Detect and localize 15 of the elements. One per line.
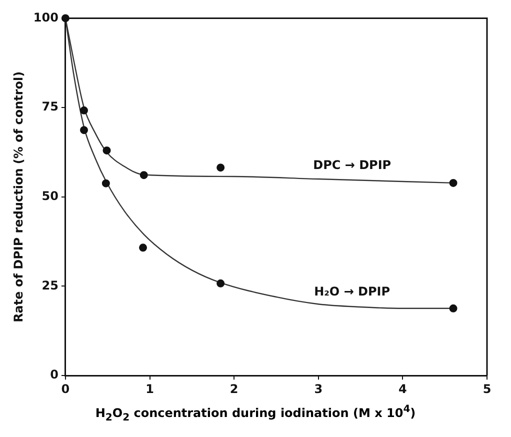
x-tick-label: 1 (146, 382, 154, 396)
x-axis-title: H$_{2}$O$_{2}$ concentration during iodination (M x 10$^{4}$) (94, 404, 417, 424)
y-tick-label: 50 (42, 189, 58, 204)
series-label: H₂O → DPIP (314, 284, 390, 299)
y-tick-label: 100 (33, 10, 58, 24)
x-tick-label: 4 (398, 382, 407, 396)
x-tick-label: 2 (230, 382, 238, 396)
y-tick-label: 0 (50, 368, 58, 382)
x-tick-label: 0 (61, 382, 70, 396)
y-tick-label: 75 (42, 100, 58, 114)
series-label: DPC → DPIP (313, 158, 392, 172)
y-tick-label: 25 (42, 278, 58, 292)
x-tick-label: 5 (482, 382, 492, 396)
y-axis-title: Rate of DPIP reduction (% of control) (11, 71, 26, 322)
x-tick-label: 3 (314, 382, 323, 396)
